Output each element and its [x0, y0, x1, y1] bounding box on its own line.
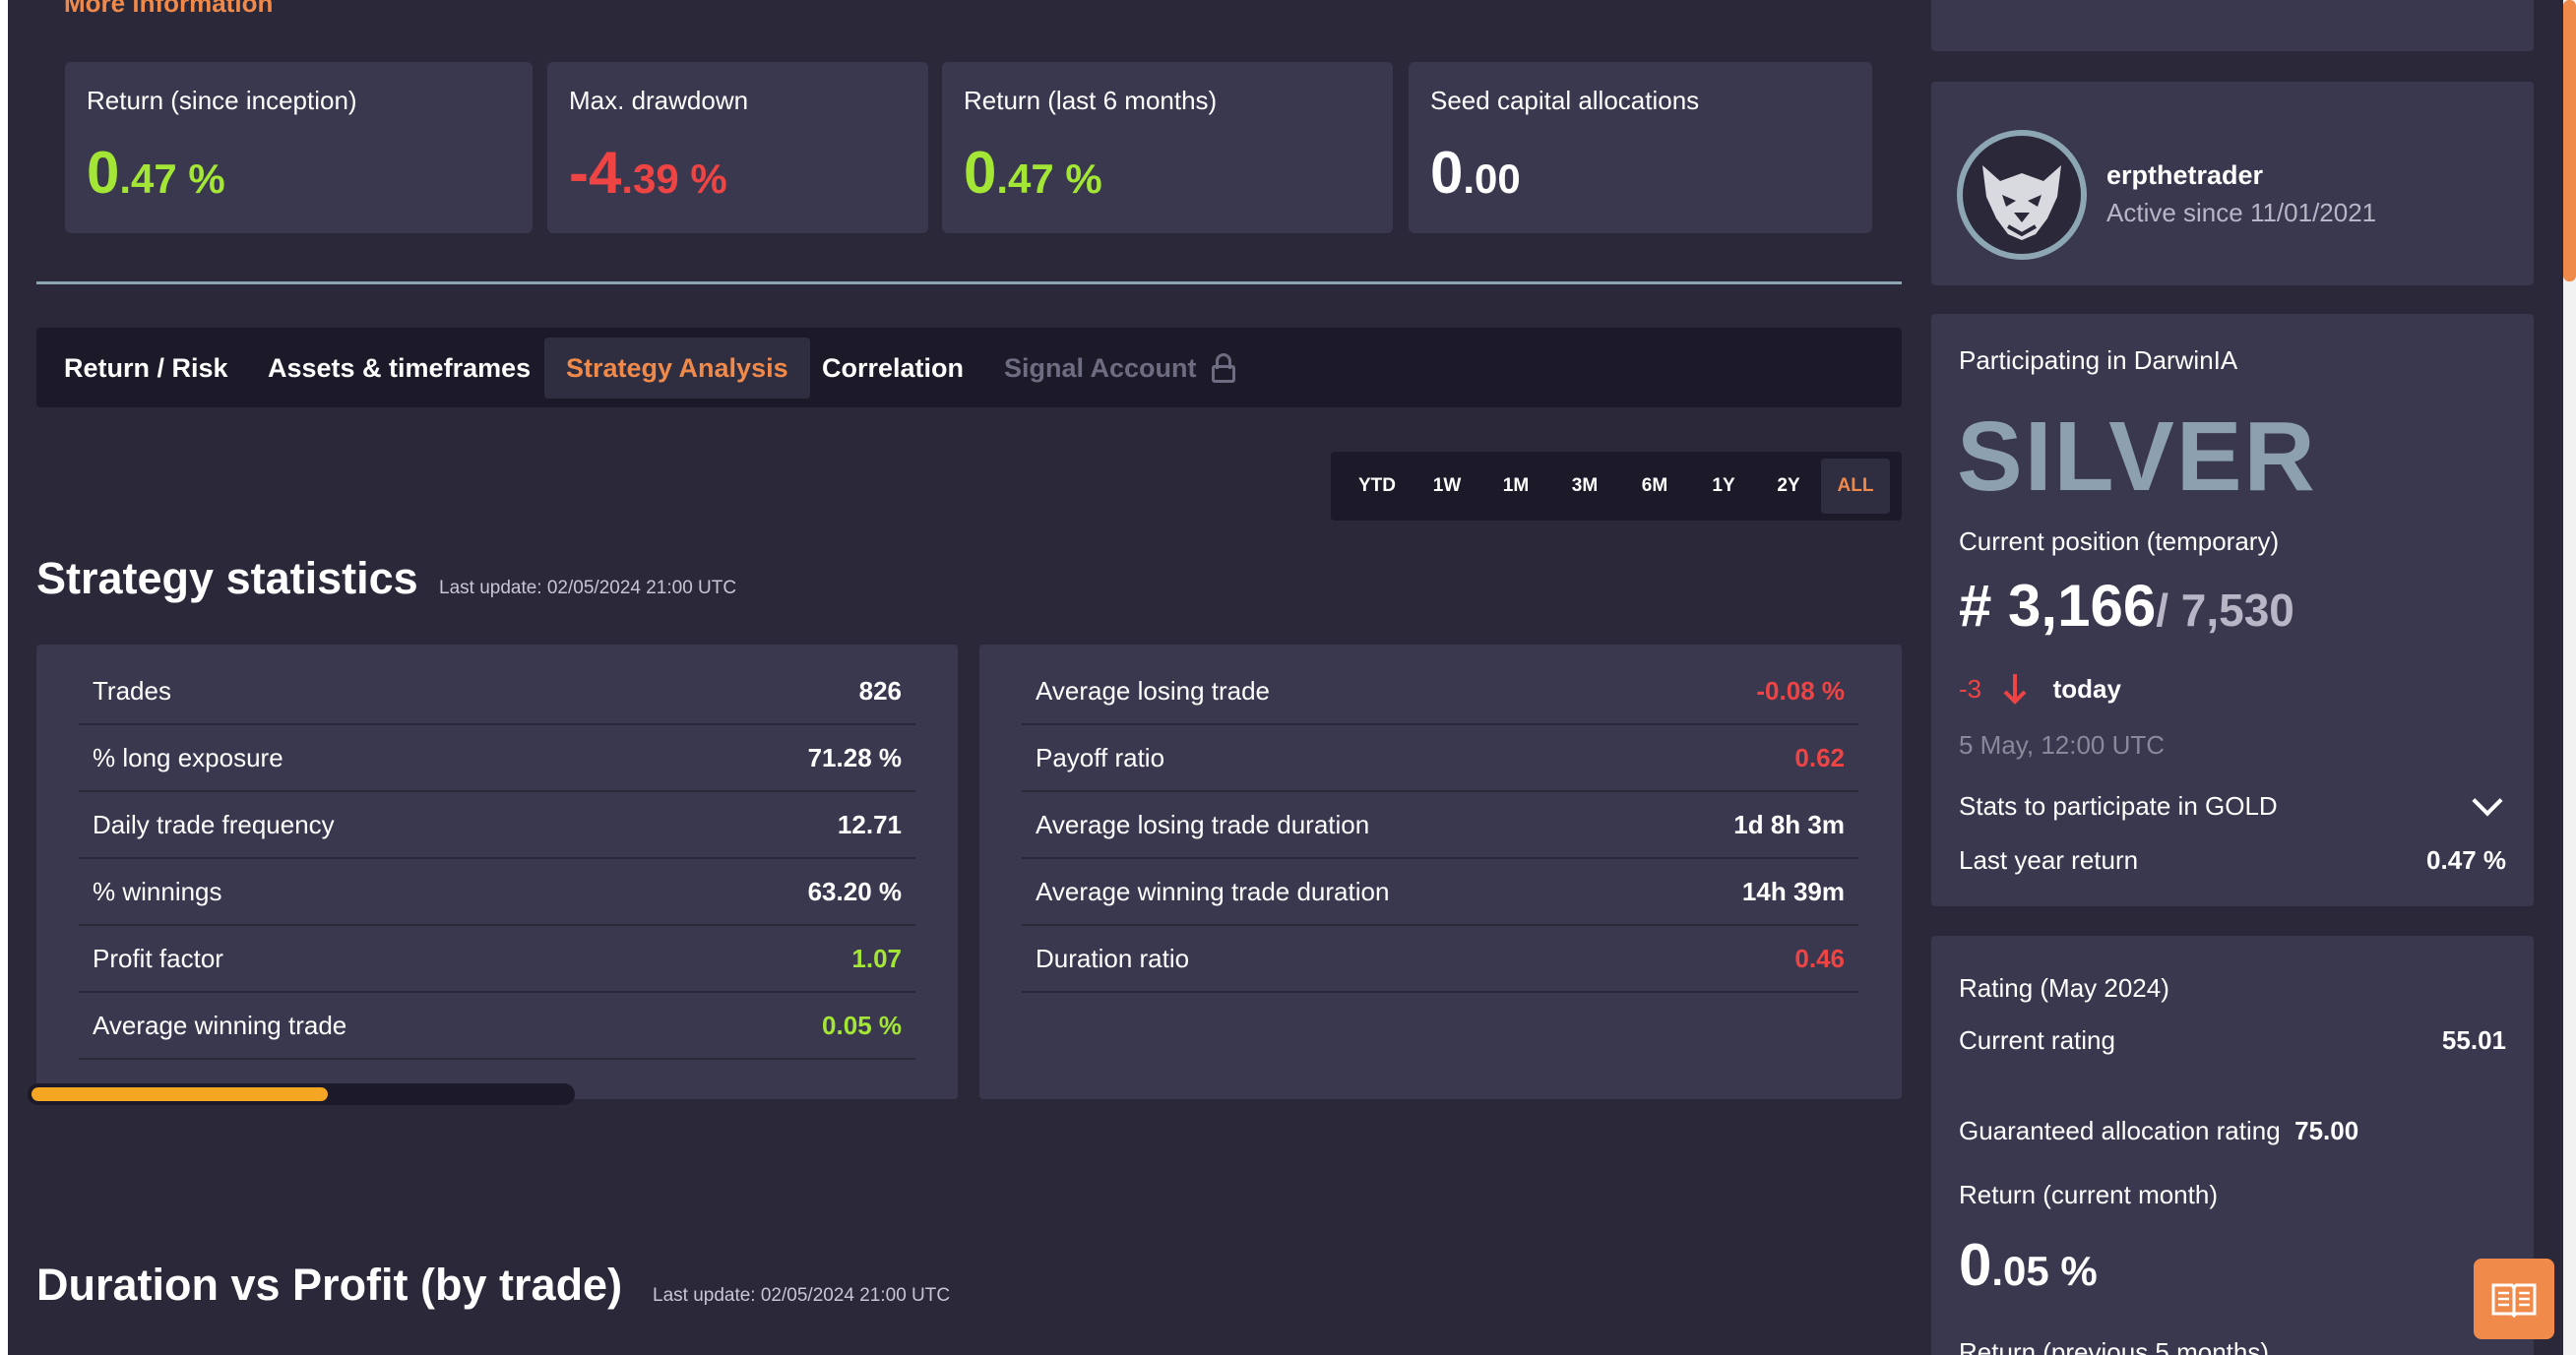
stats-card-left: Trades 826 % long exposure 71.28 % Daily t… — [36, 645, 958, 1099]
rank-timestamp: 5 May, 12:00 UTC — [1959, 730, 2166, 760]
kpi-value: 0.00 — [1430, 140, 1521, 206]
kpi-seed-capital: Seed capital allocations 0.00 — [1409, 62, 1872, 233]
stat-row: Daily trade frequency 12.71 — [79, 792, 915, 859]
stat-row: Profit factor 1.07 — [79, 926, 915, 993]
more-information-link[interactable]: More information — [64, 0, 274, 18]
current-rank: # 3,166/ 7,530 — [1959, 573, 2294, 639]
kpi-value: 0.47 % — [964, 140, 1102, 206]
range-ytd[interactable]: YTD — [1358, 475, 1396, 496]
stat-row: Average winning trade 0.05 % — [79, 993, 915, 1060]
kpi-return-last-6-months: Return (last 6 months) 0.47 % — [942, 62, 1393, 233]
guaranteed-allocation: Guaranteed allocation rating 75.00 — [1959, 1116, 2359, 1145]
scrollbar-thumb[interactable] — [2563, 0, 2576, 281]
current-position-label: Current position (temporary) — [1959, 526, 2280, 556]
gold-stats-toggle[interactable]: Stats to participate in GOLD — [1959, 791, 2278, 821]
kpi-label: Return (last 6 months) — [964, 86, 1218, 115]
rating-card: Rating (May 2024) Current rating 55.01 G… — [1931, 936, 2534, 1355]
strategy-statistics-title: Strategy statistics — [36, 553, 418, 603]
month-return-value: 0.05 % — [1959, 1232, 2098, 1298]
lion-avatar-icon[interactable] — [1957, 130, 2087, 260]
rating-progress-bar — [28, 1083, 575, 1105]
stat-row: % winnings 63.20 % — [79, 859, 915, 926]
book-icon — [2491, 1283, 2537, 1318]
chevron-down-icon[interactable] — [2472, 785, 2503, 817]
rank-change: -3 today — [1959, 674, 2121, 705]
trader-username[interactable]: erpthetrader — [2106, 160, 2264, 190]
tab-assets-timeframes[interactable]: Assets & timeframes — [268, 353, 532, 383]
stat-row: Trades 826 — [79, 658, 915, 725]
darwinia-card: Participating in DarwinIA SILVER Current… — [1931, 314, 2534, 906]
stat-row: Average losing trade -0.08 % — [1022, 658, 1858, 725]
tab-correlation[interactable]: Correlation — [822, 353, 965, 383]
prev-months-return-label: Return (previous 5 months) — [1959, 1337, 2270, 1355]
stat-row: Duration ratio 0.46 — [1022, 926, 1858, 993]
kpi-label: Seed capital allocations — [1430, 86, 1700, 115]
range-6m[interactable]: 6M — [1641, 475, 1668, 496]
last-year-return-value: 0.47 % — [2426, 845, 2506, 875]
tab-return-risk[interactable]: Return / Risk — [64, 353, 228, 383]
range-1m[interactable]: 1M — [1502, 475, 1530, 496]
kpi-max-drawdown: Max. drawdown -4.39 % — [547, 62, 928, 233]
range-2y[interactable]: 2Y — [1777, 475, 1800, 496]
tab-strategy-analysis[interactable]: Strategy Analysis — [544, 338, 810, 399]
kpi-value: 0.47 % — [87, 140, 225, 206]
section-divider — [36, 281, 1902, 284]
rating-title: Rating (May 2024) — [1959, 973, 2169, 1003]
darwinia-participating: Participating in DarwinIA — [1959, 345, 2238, 375]
strategy-last-update: Last update: 02/05/2024 21:00 UTC — [439, 578, 737, 598]
stat-row: % long exposure 71.28 % — [79, 725, 915, 792]
range-1y[interactable]: 1Y — [1712, 475, 1735, 496]
book-icon-button[interactable] — [2474, 1259, 2554, 1339]
tab-bar: Return / Risk Assets & timeframes Strate… — [36, 328, 1902, 407]
rating-progress-fill — [31, 1087, 328, 1101]
arrow-down-icon — [2003, 674, 2027, 705]
time-range-selector: YTD 1W 1M 3M 6M 1Y 2Y ALL — [1331, 452, 1902, 521]
lock-icon — [1212, 353, 1236, 383]
duration-profit-title: Duration vs Profit (by trade) — [36, 1260, 623, 1310]
range-1w[interactable]: 1W — [1432, 475, 1462, 496]
tab-signal-account[interactable]: Signal Account — [982, 338, 1257, 399]
kpi-value: -4.39 % — [569, 140, 727, 206]
stat-row: Payoff ratio 0.62 — [1022, 725, 1858, 792]
trader-card: erpthetrader Active since 11/01/2021 — [1931, 82, 2534, 285]
last-year-return-label: Last year return — [1959, 845, 2139, 875]
stat-row: Average winning trade duration 14h 39m — [1022, 859, 1858, 926]
month-return-label: Return (current month) — [1959, 1180, 2218, 1209]
darwinia-tier: SILVER — [1957, 401, 2317, 512]
stats-card-right: Average losing trade -0.08 % Payoff ratio… — [979, 645, 1902, 1099]
top-right-card — [1931, 0, 2534, 51]
current-rating-label: Current rating — [1959, 1025, 2115, 1055]
range-all[interactable]: ALL — [1821, 459, 1890, 514]
scrollbar-track[interactable] — [2563, 0, 2576, 1355]
kpi-label: Return (since inception) — [87, 86, 357, 115]
left-edge-strip — [0, 0, 8, 1355]
tab-label: Signal Account — [1004, 353, 1197, 383]
trader-active-since: Active since 11/01/2021 — [2106, 198, 2377, 227]
duration-last-update: Last update: 02/05/2024 21:00 UTC — [653, 1285, 951, 1306]
kpi-label: Max. drawdown — [569, 86, 749, 115]
stat-row: Average losing trade duration 1d 8h 3m — [1022, 792, 1858, 859]
kpi-return-since-inception: Return (since inception) 0.47 % — [65, 62, 533, 233]
current-rating-value: 55.01 — [2441, 1025, 2506, 1055]
range-3m[interactable]: 3M — [1571, 475, 1599, 496]
